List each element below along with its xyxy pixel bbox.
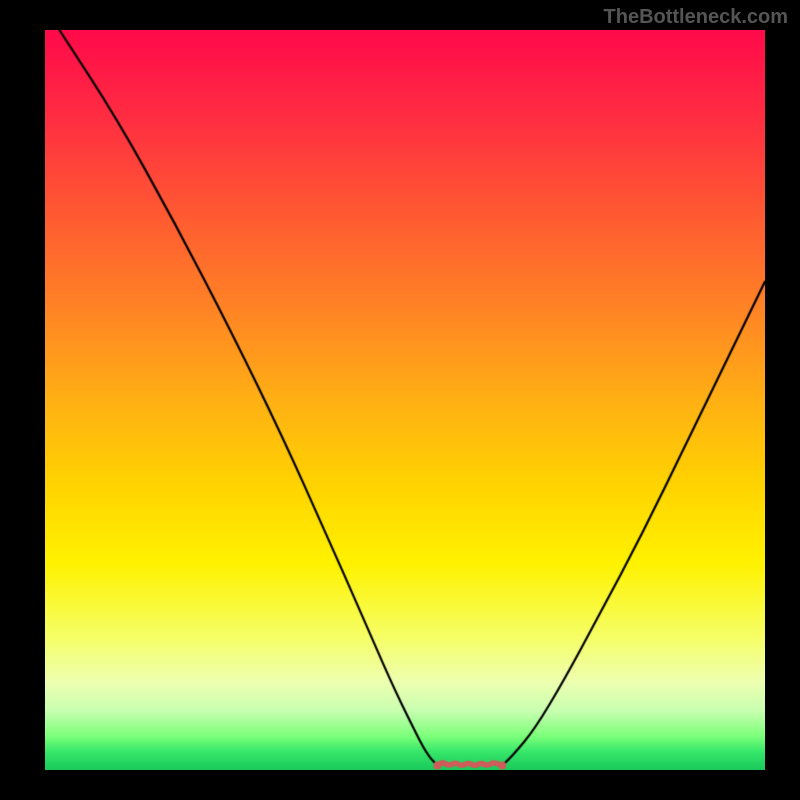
- chart-canvas: [45, 30, 765, 770]
- watermark-text: TheBottleneck.com: [604, 6, 788, 29]
- chart-plot-area: [45, 30, 765, 770]
